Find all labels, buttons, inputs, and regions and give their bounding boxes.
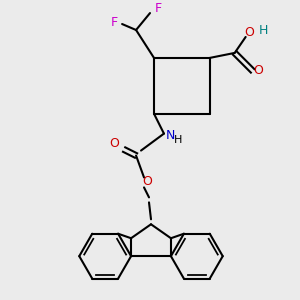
Text: O: O — [142, 175, 152, 188]
Text: O: O — [109, 137, 119, 150]
Text: O: O — [245, 26, 255, 40]
Text: N: N — [166, 129, 175, 142]
Text: F: F — [111, 16, 118, 28]
Text: O: O — [254, 64, 263, 77]
Text: H: H — [174, 135, 182, 145]
Text: F: F — [154, 2, 161, 15]
Text: H: H — [259, 23, 268, 37]
